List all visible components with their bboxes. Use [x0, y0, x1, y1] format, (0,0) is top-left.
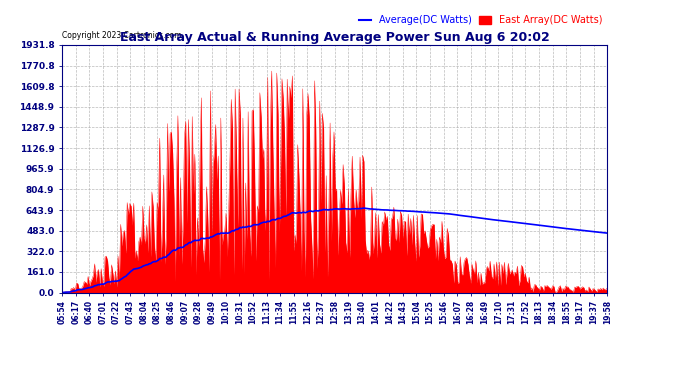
- Title: East Array Actual & Running Average Power Sun Aug 6 20:02: East Array Actual & Running Average Powe…: [120, 31, 549, 44]
- Legend: Average(DC Watts), East Array(DC Watts): Average(DC Watts), East Array(DC Watts): [359, 15, 602, 25]
- Text: Copyright 2023 Cartronics.com: Copyright 2023 Cartronics.com: [62, 31, 181, 40]
